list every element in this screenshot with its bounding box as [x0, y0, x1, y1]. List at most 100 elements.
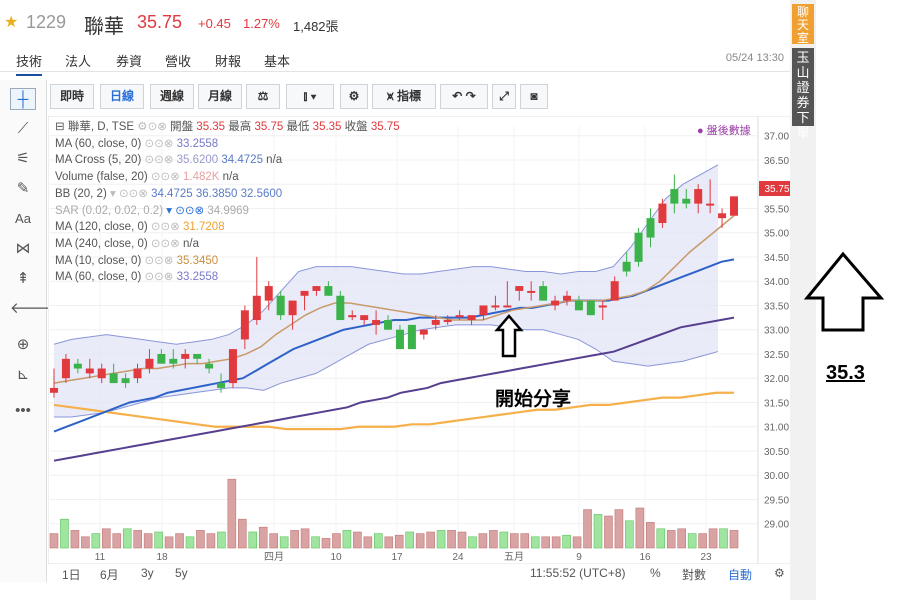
legend-volume-controls-icon[interactable]: ⊙⊙⊗	[150, 171, 180, 184]
legend-ma120[interactable]: MA (120, close, 0) ⊙⊙⊗ 31.7208	[55, 219, 400, 236]
legend-volume[interactable]: Volume (false, 20) ⊙⊙⊗ 1.482K n/a	[55, 169, 400, 186]
tab-financials[interactable]: 財報	[215, 54, 242, 69]
undo-redo-icon[interactable]: ↶ ↷	[440, 84, 488, 109]
legend-ma120-controls-icon[interactable]: ⊙⊙⊗	[150, 221, 180, 234]
tab-technical[interactable]: 技術	[16, 51, 43, 76]
legend-high: 35.75	[254, 121, 284, 133]
y-tick-label: 30.00	[764, 471, 789, 482]
measure-icon[interactable]: ⇞	[16, 270, 30, 287]
trendline-icon[interactable]: ⟋	[17, 120, 29, 137]
legend-ma60[interactable]: MA (60, close, 0) ⊙⊙⊗ 33.2558	[55, 136, 400, 153]
ma20-line	[53, 258, 735, 433]
zoom-icon[interactable]: ⊕	[16, 336, 30, 353]
legend-sar[interactable]: SAR (0.02, 0.02, 0.2) ▾ ⊙⊙⊗ 34.9969	[55, 203, 400, 220]
volume-bar	[258, 526, 268, 549]
range-6m[interactable]: 6月	[100, 568, 119, 582]
legend-macross-controls-icon[interactable]: ⊙⊙⊗	[144, 154, 174, 167]
legend-bb[interactable]: BB (20, 2) ▾ ⊙⊙⊗ 34.4725 36.3850 32.5600	[55, 186, 400, 203]
auto-scale-toggle[interactable]: 自動	[728, 568, 753, 582]
percent-toggle[interactable]: %	[650, 566, 661, 580]
legend-ma60-value: 33.2558	[176, 137, 219, 150]
candle-body	[240, 310, 249, 340]
range-3y[interactable]: 3y	[141, 566, 154, 580]
legend-ma60b-label: MA (60, close, 0)	[55, 271, 142, 284]
range-5y[interactable]: 5y	[175, 566, 188, 580]
y-tick-label: 33.50	[764, 301, 789, 312]
after-hours-link[interactable]: ● 盤後數據	[697, 125, 751, 137]
volume-bar	[656, 528, 666, 549]
volume-bar	[593, 514, 603, 549]
tab-institutional[interactable]: 法人	[65, 54, 92, 69]
volume-bar	[374, 533, 383, 549]
legend-ma10[interactable]: MA (10, close, 0) ⊙⊙⊗ 35.3450	[55, 253, 400, 270]
legend-ma60b[interactable]: MA (60, close, 0) ⊙⊙⊗ 33.2558	[55, 269, 400, 286]
arrow-left-icon[interactable]: 🡐	[10, 300, 51, 317]
more-icon[interactable]: •••	[15, 402, 31, 419]
y-tick-label: 34.50	[764, 253, 789, 264]
log-toggle[interactable]: 對數	[682, 568, 707, 582]
fullscreen-icon[interactable]: ⤢	[492, 84, 516, 109]
volume-bar	[363, 536, 373, 549]
y-tick-label: 31.50	[764, 398, 789, 409]
ruler-icon[interactable]: ⊾	[16, 366, 30, 383]
legend-volume-value: 1.482K	[183, 171, 220, 184]
candle-body	[419, 329, 428, 335]
legend-sar-controls-icon[interactable]: ▾ ⊙⊙⊗	[166, 204, 205, 217]
fib-lines-icon[interactable]: ⚟	[16, 150, 30, 167]
legend-bb-label: BB (20, 2)	[55, 187, 107, 200]
volume-bar	[614, 509, 624, 549]
legend-main: ⊟ 聯華, D, TSE ⚙⊙⊗ 開盤 35.35 最高 35.75 最低 35…	[55, 121, 400, 133]
weekly-button[interactable]: 週線	[150, 84, 194, 109]
indicator-label: 指標	[397, 89, 422, 103]
candle-body	[431, 320, 440, 325]
legend-ma60b-controls-icon[interactable]: ⊙⊙⊗	[144, 271, 174, 284]
text-icon[interactable]: Aa	[15, 211, 31, 226]
volume-bar	[583, 509, 592, 549]
bottom-settings-icon[interactable]: ⚙	[774, 566, 785, 580]
chat-room-button[interactable]: 聊天室	[792, 4, 814, 45]
chart-style-icon[interactable]: ⫾ ▾	[286, 84, 334, 109]
after-hours-label: 盤後數據	[706, 125, 751, 137]
legend-ma240-controls-icon[interactable]: ⊙⊙⊗	[150, 237, 180, 250]
broker-order-button[interactable]: 玉山證券下單	[792, 48, 814, 140]
legend-bb-controls-icon[interactable]: ▾ ⊙⊙⊗	[109, 187, 148, 200]
settings-gear-icon[interactable]: ⚙	[340, 84, 368, 109]
volume-bar	[394, 534, 404, 549]
daily-button[interactable]: 日線	[100, 84, 144, 109]
intraday-button[interactable]: 即時	[50, 84, 94, 109]
tab-margin[interactable]: 券資	[116, 54, 143, 69]
legend-ma240-value: n/a	[183, 237, 200, 250]
x-tick-label: 9	[576, 552, 582, 563]
tab-revenue[interactable]: 營收	[165, 54, 192, 69]
x-tick-label: 24	[452, 552, 464, 563]
legend-ma240[interactable]: MA (240, close, 0) ⊙⊙⊗ n/a	[55, 236, 400, 253]
indicator-legend: ⊟ 聯華, D, TSE ⚙⊙⊗ 開盤 35.35 最高 35.75 最低 35…	[55, 119, 400, 286]
brush-icon[interactable]: ✎	[16, 180, 30, 197]
camera-icon[interactable]: ◙	[520, 84, 548, 109]
legend-controls-icon[interactable]: ⚙⊙⊗	[137, 121, 167, 133]
price-change-percent: 1.27%	[243, 16, 280, 31]
legend-macross[interactable]: MA Cross (5, 20) ⊙⊙⊗ 35.6200 34.4725 n/a	[55, 152, 400, 169]
volume-bar	[164, 536, 174, 549]
monthly-button[interactable]: 月線	[198, 84, 242, 109]
price-chart[interactable]: 37.0036.5036.0035.5035.0034.5034.0033.50…	[48, 116, 796, 564]
legend-ma60-controls-icon[interactable]: ⊙⊙⊗	[144, 137, 174, 150]
volume-bar	[489, 530, 498, 549]
pattern-icon[interactable]: ⋈	[15, 240, 31, 257]
candle-body	[228, 349, 237, 384]
legend-macross-label: MA Cross (5, 20)	[55, 154, 142, 167]
volume-bar	[49, 533, 59, 549]
crosshair-icon[interactable]: ┼	[10, 88, 36, 110]
candle-body	[730, 196, 738, 216]
legend-close: 35.75	[370, 121, 400, 133]
candle-body	[384, 320, 393, 330]
favorite-star-icon[interactable]: ★	[4, 14, 19, 31]
drawing-toolbar: ┼ ⟋ ⚟ ✎ Aa ⋈ ⇞ 🡐 ⊕ ⊾ •••	[0, 80, 51, 582]
legend-ma10-controls-icon[interactable]: ⊙⊙⊗	[144, 254, 174, 267]
indicator-button[interactable]: ⩙ 指標	[372, 84, 436, 109]
compare-icon[interactable]: ⚖	[246, 84, 280, 109]
candle-body	[217, 383, 226, 388]
range-1d[interactable]: 1日	[62, 568, 81, 582]
annotation-text: 開始分享	[495, 387, 571, 410]
tab-basic[interactable]: 基本	[264, 54, 291, 69]
